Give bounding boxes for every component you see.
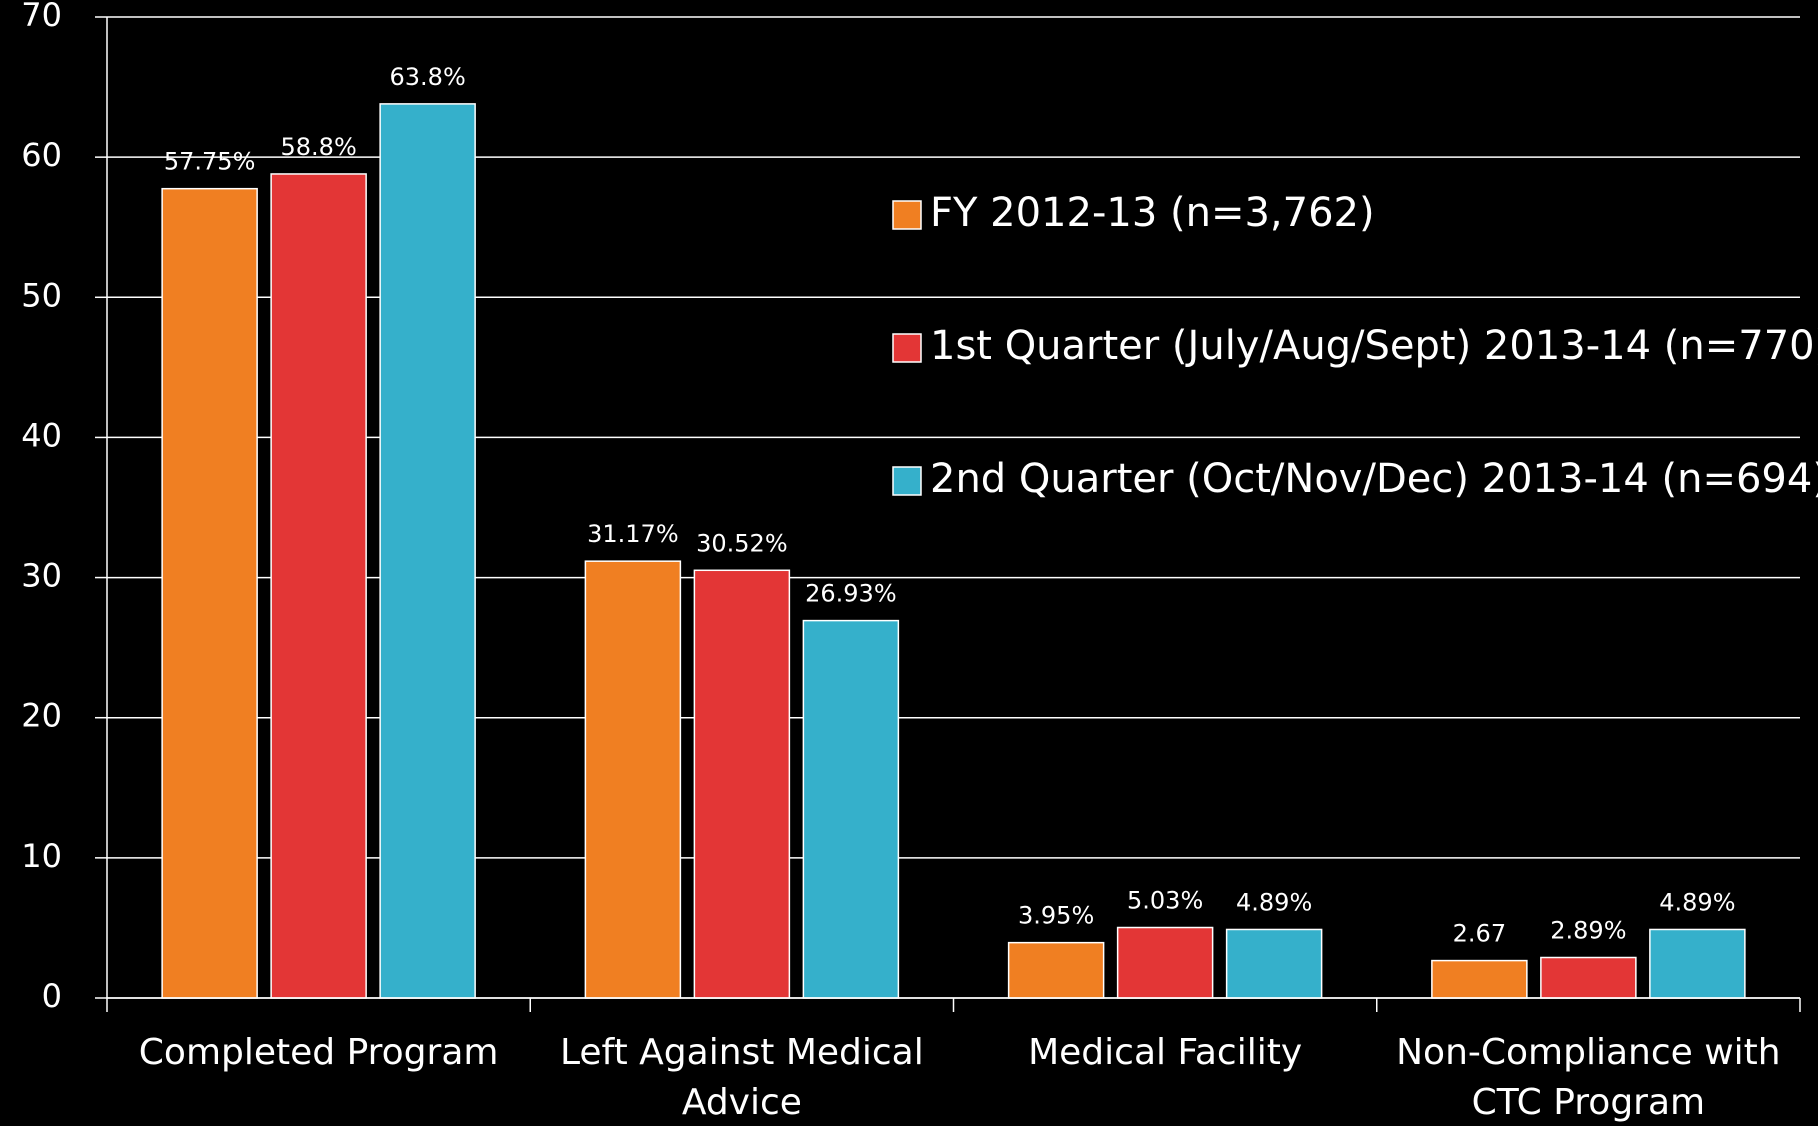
value-label: 4.89% (1659, 888, 1735, 916)
x-tick-label: Completed Program (138, 1032, 499, 1073)
x-tick-label: Left Against Medical Advice (559, 1032, 924, 1123)
y-tick-label: 0 (42, 977, 62, 1015)
value-label: 30.52% (696, 529, 788, 557)
y-tick-label: 10 (21, 837, 62, 875)
bar (379, 103, 476, 999)
bar (1540, 956, 1637, 999)
value-label: 2.67 (1453, 920, 1506, 948)
bar (161, 187, 258, 999)
y-tick-label: 20 (21, 697, 62, 735)
x-tick-label: Medical Facility (1028, 1032, 1303, 1073)
bar (1225, 928, 1323, 999)
y-tick-label: 30 (21, 557, 62, 595)
value-label: 3.95% (1018, 902, 1094, 930)
bar (1649, 928, 1746, 999)
value-label: 63.8% (390, 63, 466, 91)
value-label: 31.17% (587, 520, 679, 548)
value-label: 26.93% (805, 580, 897, 608)
legend-label: 1st Quarter (July/Aug/Sept) 2013-14 (n=7… (930, 323, 1818, 369)
legend-swatch (892, 466, 922, 496)
y-tick-label: 60 (21, 136, 62, 174)
bar (1007, 941, 1105, 999)
bar (1431, 959, 1528, 999)
value-label: 58.8% (281, 133, 357, 161)
x-tick-label: Non-Compliance with CTC Program (1396, 1032, 1781, 1123)
bar (693, 569, 791, 999)
value-label: 57.75% (164, 148, 256, 176)
legend-swatch (892, 333, 922, 363)
legend-label: 2nd Quarter (Oct/Nov/Dec) 2013-14 (n=694… (930, 456, 1818, 502)
bar (1116, 926, 1214, 999)
y-tick-label: 50 (21, 276, 62, 314)
bar (802, 619, 900, 999)
y-tick-label: 70 (21, 0, 62, 34)
bar (584, 560, 682, 999)
y-tick-label: 40 (21, 416, 62, 454)
legend-swatch (892, 200, 922, 230)
bar (270, 173, 367, 999)
legend-label: FY 2012-13 (n=3,762) (930, 190, 1375, 236)
value-label: 4.89% (1236, 888, 1312, 916)
value-label: 5.03% (1127, 887, 1203, 915)
value-label: 2.89% (1550, 916, 1626, 944)
